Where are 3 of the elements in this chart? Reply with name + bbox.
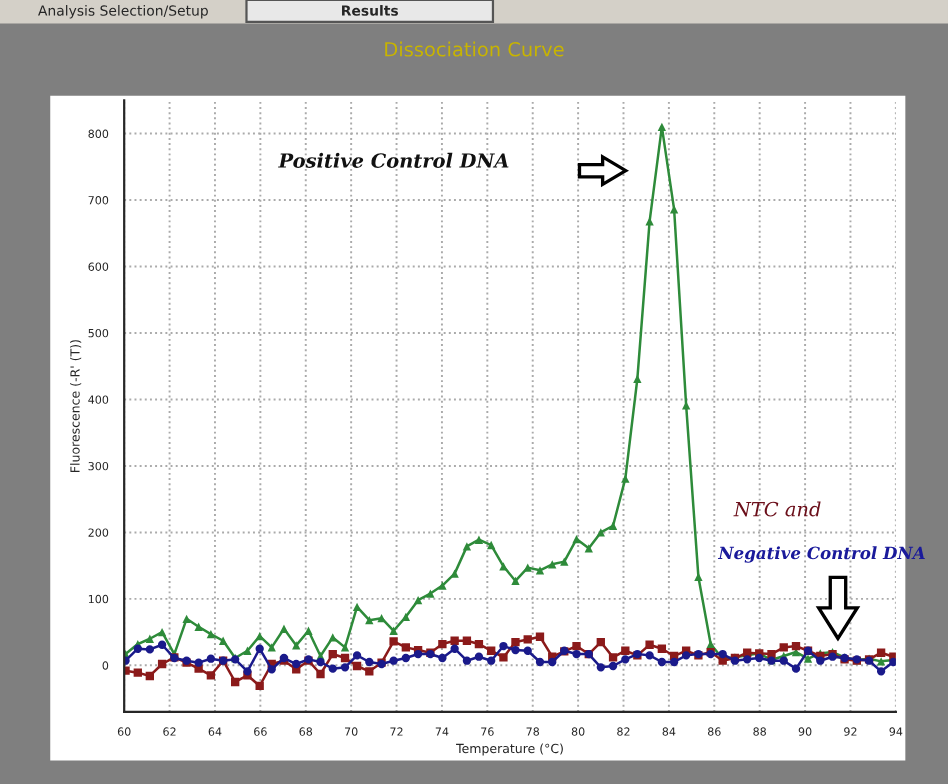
annotation: NTC and bbox=[733, 501, 821, 517]
annotation: Positive Control DNA bbox=[278, 152, 509, 168]
chart-title: Dissociation Curve bbox=[385, 41, 564, 57]
